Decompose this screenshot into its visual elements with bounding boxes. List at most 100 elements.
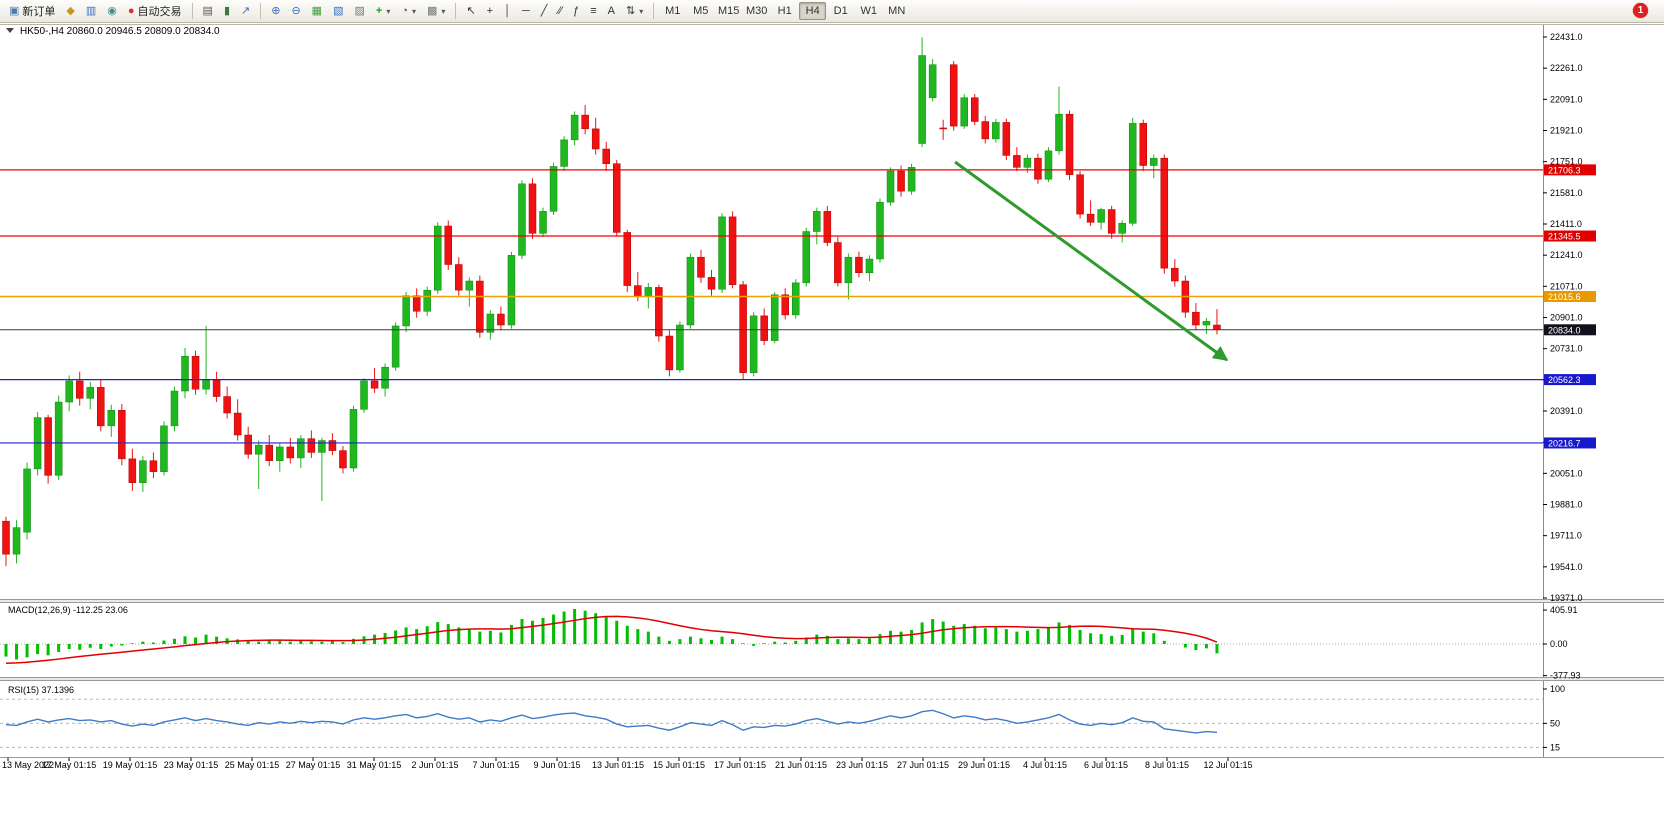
macd-signal-line [5, 615, 1218, 665]
arrange-windows-button[interactable]: ▧ [328, 2, 348, 20]
cascade-windows-icon: ▨ [354, 4, 365, 17]
time-label: 7 Jun 01:15 [472, 760, 519, 770]
toolbar-separator [260, 3, 262, 19]
time-label: 15 Jun 01:15 [653, 760, 705, 770]
timeframe-d1[interactable]: D1 [827, 2, 854, 20]
crosshair-icon: + [486, 4, 494, 17]
svg-text:22431.0: 22431.0 [1550, 32, 1583, 42]
line-chart-mode-button[interactable]: ↗ [236, 2, 255, 20]
macd-panel: MACD(12,26,9) -112.25 23.06 405.91 0.00 -37… [0, 605, 1581, 681]
toolbar-separator [653, 3, 655, 19]
chart-collapse-icon[interactable] [6, 28, 14, 33]
candlestick-mode-button[interactable]: ▮ [219, 2, 235, 20]
time-label: 17 May 01:15 [42, 760, 97, 770]
arrange-windows-icon: ▧ [333, 4, 344, 17]
community-button[interactable]: ◉ [102, 2, 122, 20]
zoom-out-button[interactable]: ⊖ [286, 2, 305, 20]
chevron-down-icon: ▾ [441, 6, 446, 16]
periods-button[interactable]: ◔ ▾ [396, 2, 421, 20]
time-label: 29 Jun 01:15 [958, 760, 1010, 770]
chevron-down-icon: ▾ [412, 6, 417, 16]
price-axis: 22431.0 22261.0 22091.0 21921.0 21751.0 21581… [1543, 32, 1583, 603]
horizontal-line-tool-button[interactable]: ─ [517, 2, 535, 20]
channel-tool-button[interactable]: ∕∕ [553, 2, 567, 20]
time-label: 13 May 2022 [2, 760, 54, 770]
chevron-down-icon: ▾ [386, 6, 391, 16]
macd-label: MACD(12,26,9) -112.25 23.06 [8, 605, 128, 615]
fibonacci-icon: ƒ [573, 4, 580, 17]
timeframe-m1[interactable]: M1 [659, 2, 686, 20]
svg-text:21706.3: 21706.3 [1548, 165, 1581, 175]
price-tags: 21706.3 21345.5 21015.6 20562.3 20216.7 20834… [1544, 164, 1596, 449]
svg-text:19371.0: 19371.0 [1550, 593, 1583, 603]
svg-text:20391.0: 20391.0 [1550, 406, 1583, 416]
svg-text:21581.0: 21581.0 [1550, 188, 1583, 198]
svg-text:100: 100 [1550, 684, 1565, 694]
cascade-windows-button[interactable]: ▨ [349, 2, 369, 20]
text-tool-button[interactable]: A [603, 2, 620, 20]
profiles-button[interactable]: ▥ [81, 2, 101, 20]
svg-text:22091.0: 22091.0 [1550, 94, 1583, 104]
new-order-label: 新订单 [22, 6, 56, 18]
horizontal-line-icon: ─ [521, 4, 530, 17]
vertical-line-tool-button[interactable]: │ [499, 2, 516, 20]
svg-text:-377.93: -377.93 [1550, 671, 1581, 681]
trend-arrow[interactable] [954, 160, 1229, 362]
timeframe-mn[interactable]: MN [883, 2, 910, 20]
crosshair-tool-button[interactable]: + [482, 2, 498, 20]
time-label: 6 Jul 01:15 [1084, 760, 1128, 770]
tile-windows-button[interactable]: ▦ [307, 2, 327, 20]
timeframe-m30[interactable]: M30 [743, 2, 770, 20]
shapes-icon: ≡ [590, 4, 597, 17]
zoom-in-icon: ⊕ [271, 4, 281, 17]
notification-badge[interactable]: 1 [1633, 3, 1648, 18]
svg-text:20834.0: 20834.0 [1548, 325, 1581, 335]
zoom-in-button[interactable]: ⊕ [266, 2, 285, 20]
svg-text:20216.7: 20216.7 [1548, 438, 1581, 448]
chevron-down-icon: ▾ [639, 6, 644, 16]
trendline-tool-button[interactable]: ╱ [536, 2, 553, 20]
autotrading-button[interactable]: ● 自动交易 [123, 2, 187, 20]
charts-button[interactable]: ◆ [61, 2, 79, 20]
time-label: 13 Jun 01:15 [592, 760, 644, 770]
community-icon: ◉ [107, 4, 117, 17]
candlestick-icon: ▮ [223, 4, 231, 17]
svg-text:19711.0: 19711.0 [1550, 531, 1582, 541]
cursor-tool-button[interactable]: ↖ [461, 2, 480, 20]
bar-chart-mode-button[interactable]: ▤ [198, 2, 218, 20]
templates-button[interactable]: ▩ ▾ [422, 2, 450, 20]
rsi-panel: RSI(15) 37.1396 100 50 15 [0, 684, 1565, 752]
tile-windows-icon: ▦ [311, 4, 323, 17]
indicators-button[interactable]: + ▾ [371, 2, 395, 20]
time-label: 25 May 01:15 [225, 760, 280, 770]
arrows-tool-button[interactable]: ⇅ ▾ [621, 2, 648, 20]
svg-text:21071.0: 21071.0 [1550, 281, 1583, 291]
svg-text:20051.0: 20051.0 [1550, 468, 1583, 478]
toolbar-separator [191, 3, 193, 19]
timeframe-m5[interactable]: M5 [687, 2, 714, 20]
timeframe-w1[interactable]: W1 [855, 2, 882, 20]
shapes-tool-button[interactable]: ≡ [585, 2, 601, 20]
timeframe-h4[interactable]: H4 [799, 2, 827, 20]
new-order-button[interactable]: ▣ 新订单 [4, 2, 60, 20]
template-icon: ▩ [427, 4, 438, 17]
horizontal-level-lines[interactable] [0, 169, 1543, 444]
svg-text:20901.0: 20901.0 [1550, 312, 1583, 322]
rsi-label: RSI(15) 37.1396 [8, 685, 74, 695]
timeframe-h1[interactable]: H1 [771, 2, 798, 20]
chart-canvas[interactable]: 22431.0 22261.0 22091.0 21921.0 21751.0 21581… [0, 22, 1664, 833]
cursor-icon: ↖ [466, 4, 476, 17]
svg-text:405.91: 405.91 [1550, 605, 1578, 615]
autotrading-icon: ● [127, 4, 135, 17]
trendline-icon: ╱ [540, 4, 548, 17]
channel-icon: ∕∕ [558, 4, 563, 17]
svg-text:50: 50 [1550, 718, 1560, 728]
time-label: 27 May 01:15 [286, 760, 341, 770]
time-label: 31 May 01:15 [347, 760, 402, 770]
time-label: 8 Jul 01:15 [1145, 760, 1189, 770]
time-label: 4 Jul 01:15 [1023, 760, 1067, 770]
timeframe-m15[interactable]: M15 [715, 2, 742, 20]
fibonacci-tool-button[interactable]: ƒ [568, 2, 584, 20]
indicators-add-icon: + [375, 4, 383, 17]
